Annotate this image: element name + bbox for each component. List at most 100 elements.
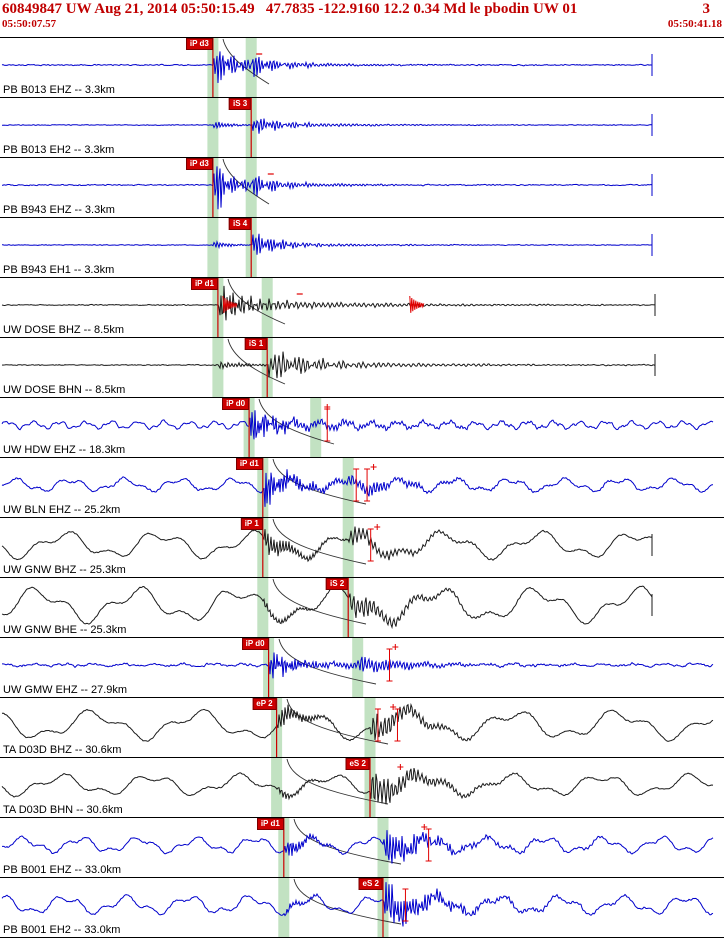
seismogram-trace bbox=[1, 410, 714, 440]
pick-window-band bbox=[207, 98, 219, 157]
traveltime-curve bbox=[272, 458, 367, 505]
traveltime-curve bbox=[227, 338, 286, 385]
waveform[interactable] bbox=[0, 638, 724, 697]
event-header: 60849847 UW Aug 21, 2014 05:50:15.49 47.… bbox=[0, 0, 724, 37]
waveform[interactable] bbox=[0, 458, 724, 517]
trace-panel: eS 2 PB B001 EH2 -- 33.0km bbox=[0, 878, 724, 938]
window-start-time: 05:50:07.57 bbox=[2, 18, 57, 30]
seismogram-trace bbox=[1, 767, 714, 805]
pick-flag[interactable]: iP d3 bbox=[185, 158, 213, 170]
traveltime-curve bbox=[272, 518, 367, 565]
trace-label: UW BLN EHZ -- 25.2km bbox=[3, 504, 121, 516]
pick-flag[interactable]: iP d1 bbox=[256, 818, 284, 830]
pick-window-band bbox=[278, 878, 290, 937]
red-overlay-burst bbox=[222, 295, 238, 313]
traveltime-curve bbox=[286, 758, 389, 805]
traveltime-curve bbox=[222, 38, 270, 85]
seismogram-trace bbox=[2, 118, 653, 134]
trace-panel: iP 1 UW GNW BHZ -- 25.3km bbox=[0, 518, 724, 578]
pick-cross bbox=[397, 764, 404, 770]
waveform[interactable] bbox=[0, 518, 724, 577]
pick-flag[interactable]: iP d3 bbox=[185, 38, 213, 50]
pick-window-band bbox=[271, 758, 283, 817]
trace-panel: eP 2 TA D03D BHZ -- 30.6km bbox=[0, 698, 724, 758]
trace-panel: iP d0 UW GMW EHZ -- 27.9km bbox=[0, 638, 724, 698]
red-overlay-burst bbox=[409, 295, 425, 313]
pick-window-band bbox=[207, 218, 219, 277]
pick-window-band bbox=[352, 638, 364, 697]
seismogram-trace bbox=[1, 702, 714, 742]
waveform[interactable] bbox=[0, 158, 724, 217]
event-title: 60849847 UW Aug 21, 2014 05:50:15.49 47.… bbox=[2, 1, 578, 17]
pick-flag[interactable]: eP 2 bbox=[252, 698, 277, 710]
pick-window-band bbox=[245, 38, 257, 97]
waveform[interactable] bbox=[0, 818, 724, 877]
trace-label: PB B013 EHZ -- 3.3km bbox=[3, 84, 115, 96]
seismogram-trace bbox=[2, 652, 714, 679]
seismogram-trace bbox=[1, 51, 652, 84]
pick-flag[interactable]: iS 3 bbox=[228, 98, 252, 110]
pick-flag[interactable]: iS 4 bbox=[228, 218, 252, 230]
trace-label: UW GMW EHZ -- 27.9km bbox=[3, 684, 128, 696]
waveform[interactable] bbox=[0, 338, 724, 397]
seismogram-trace bbox=[1, 526, 653, 563]
pick-flag[interactable]: iP d0 bbox=[241, 638, 269, 650]
trace-panel: iP d1 UW DOSE BHZ -- 8.5km bbox=[0, 278, 724, 338]
pick-cross bbox=[390, 704, 397, 710]
trace-label: PB B943 EH1 -- 3.3km bbox=[3, 264, 115, 276]
uncertainty-bar bbox=[386, 648, 393, 682]
uncertainty-bar bbox=[367, 528, 374, 562]
uncertainty-bar bbox=[394, 708, 401, 742]
waveform[interactable] bbox=[0, 878, 724, 937]
traveltime-curve bbox=[258, 398, 335, 445]
pick-flag[interactable]: eS 2 bbox=[358, 878, 383, 890]
seismogram-trace bbox=[2, 166, 653, 210]
pick-cross bbox=[374, 524, 381, 530]
seismogram-trace bbox=[1, 584, 653, 630]
trace-label: PB B013 EH2 -- 3.3km bbox=[3, 144, 115, 156]
pick-flag[interactable]: iP d1 bbox=[235, 458, 263, 470]
pick-cross bbox=[421, 824, 428, 830]
seismogram-trace bbox=[1, 469, 713, 507]
trace-label: UW GNW BHE -- 25.3km bbox=[3, 624, 127, 636]
waveform[interactable] bbox=[0, 38, 724, 97]
pick-window-band bbox=[261, 278, 273, 337]
trace-panel: iS 1 UW DOSE BHN -- 8.5km bbox=[0, 338, 724, 398]
uncertainty-bar bbox=[402, 888, 409, 922]
pick-window-band bbox=[342, 458, 354, 517]
window-end-time: 05:50:41.18 bbox=[667, 18, 722, 30]
trace-panel: iP d1 PB B001 EHZ -- 33.0km bbox=[0, 818, 724, 878]
pick-flag[interactable]: iS 1 bbox=[244, 338, 268, 350]
trace-label: TA D03D BHN -- 30.6km bbox=[3, 804, 123, 816]
trace-panel: iS 4 PB B943 EH1 -- 3.3km bbox=[0, 218, 724, 278]
seismogram-trace bbox=[2, 233, 653, 255]
pick-flag[interactable]: iP 1 bbox=[240, 518, 263, 530]
pick-flag[interactable]: eS 2 bbox=[345, 758, 370, 770]
pick-window-band bbox=[257, 578, 269, 637]
uncertainty-bar bbox=[425, 828, 432, 862]
pick-flag[interactable]: iP d0 bbox=[222, 398, 250, 410]
pick-window-band bbox=[342, 518, 354, 577]
pick-cross bbox=[392, 644, 399, 650]
seismogram-trace bbox=[1, 351, 656, 379]
trace-label: UW GNW BHZ -- 25.3km bbox=[3, 564, 126, 576]
uncertainty-bar bbox=[324, 408, 331, 442]
trace-list: iP d3 PB B013 EHZ -- 3.3km iS 3 PB B013 EH2… bbox=[0, 37, 724, 938]
trace-label: UW DOSE BHZ -- 8.5km bbox=[3, 324, 125, 336]
traveltime-curve bbox=[293, 878, 402, 925]
seismogram-trace bbox=[1, 285, 656, 321]
pick-cross bbox=[370, 464, 377, 470]
trace-panel: iS 2 UW GNW BHE -- 25.3km bbox=[0, 578, 724, 638]
pick-flag[interactable]: iP d1 bbox=[190, 278, 218, 290]
waveform[interactable] bbox=[0, 758, 724, 817]
pick-window-band bbox=[212, 338, 224, 397]
trace-panel: iP d3 PB B943 EHZ -- 3.3km bbox=[0, 158, 724, 218]
waveform[interactable] bbox=[0, 278, 724, 337]
waveform[interactable] bbox=[0, 398, 724, 457]
pick-window-band bbox=[245, 158, 257, 217]
pick-flag[interactable]: iS 2 bbox=[326, 578, 349, 590]
waveform[interactable] bbox=[0, 698, 724, 757]
trace-label: PB B001 EH2 -- 33.0km bbox=[3, 924, 121, 936]
traveltime-curve bbox=[272, 578, 367, 625]
traveltime-curve bbox=[222, 158, 270, 205]
